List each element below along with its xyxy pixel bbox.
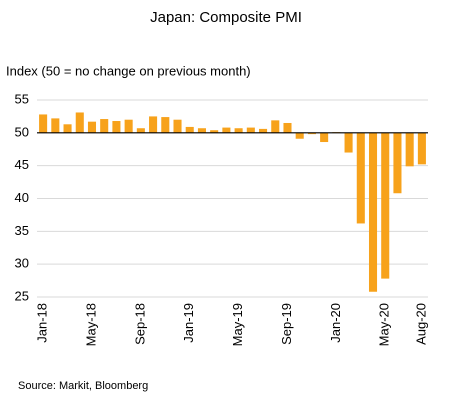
bar [63, 124, 72, 133]
y-tick-label: 45 [15, 157, 29, 172]
bar [271, 120, 280, 133]
y-tick-label: 50 [15, 124, 29, 139]
y-tick-label: 55 [15, 91, 29, 106]
bar [417, 132, 426, 165]
x-tick-label: Jan-20 [328, 303, 343, 343]
bar [222, 127, 231, 133]
x-tick-label: Jan-18 [35, 303, 50, 343]
bar [51, 118, 60, 133]
x-tick-label: May-19 [230, 303, 245, 346]
y-tick-label: 30 [15, 256, 29, 271]
x-tick-label: Sep-18 [132, 303, 147, 345]
bar [259, 128, 268, 133]
bar [283, 122, 292, 133]
bar [210, 130, 219, 133]
bar [161, 117, 170, 133]
bar [87, 121, 97, 133]
x-tick-label: Sep-19 [279, 303, 294, 345]
chart-title: Japan: Composite PMI [150, 9, 302, 26]
x-tick-label: Aug-20 [413, 303, 428, 345]
x-tick-label: Jan-19 [181, 303, 196, 343]
bar [185, 126, 194, 133]
bar [124, 119, 133, 133]
bar [234, 128, 243, 133]
bar [149, 116, 158, 133]
x-tick-label: May-18 [83, 303, 98, 346]
bar [112, 121, 121, 133]
bar [405, 132, 414, 167]
bar [39, 114, 48, 133]
bar [136, 128, 145, 133]
bar [197, 128, 206, 133]
bar [393, 132, 402, 194]
chart-subtitle: Index (50 = no change on previous month) [6, 63, 251, 78]
bar [344, 132, 353, 153]
bar [368, 132, 378, 292]
y-tick-label: 35 [15, 223, 29, 238]
x-tick-label: May-20 [377, 303, 392, 346]
y-tick-label: 25 [15, 288, 29, 303]
bar [173, 119, 182, 133]
bar [307, 132, 316, 135]
bar [381, 132, 390, 279]
bar [246, 127, 255, 133]
bar [356, 132, 365, 224]
bar [295, 132, 304, 139]
bar [75, 112, 84, 133]
source-note: Source: Markit, Bloomberg [18, 380, 148, 392]
y-tick-label: 40 [15, 190, 29, 205]
bar [320, 132, 329, 143]
bar [100, 119, 109, 133]
